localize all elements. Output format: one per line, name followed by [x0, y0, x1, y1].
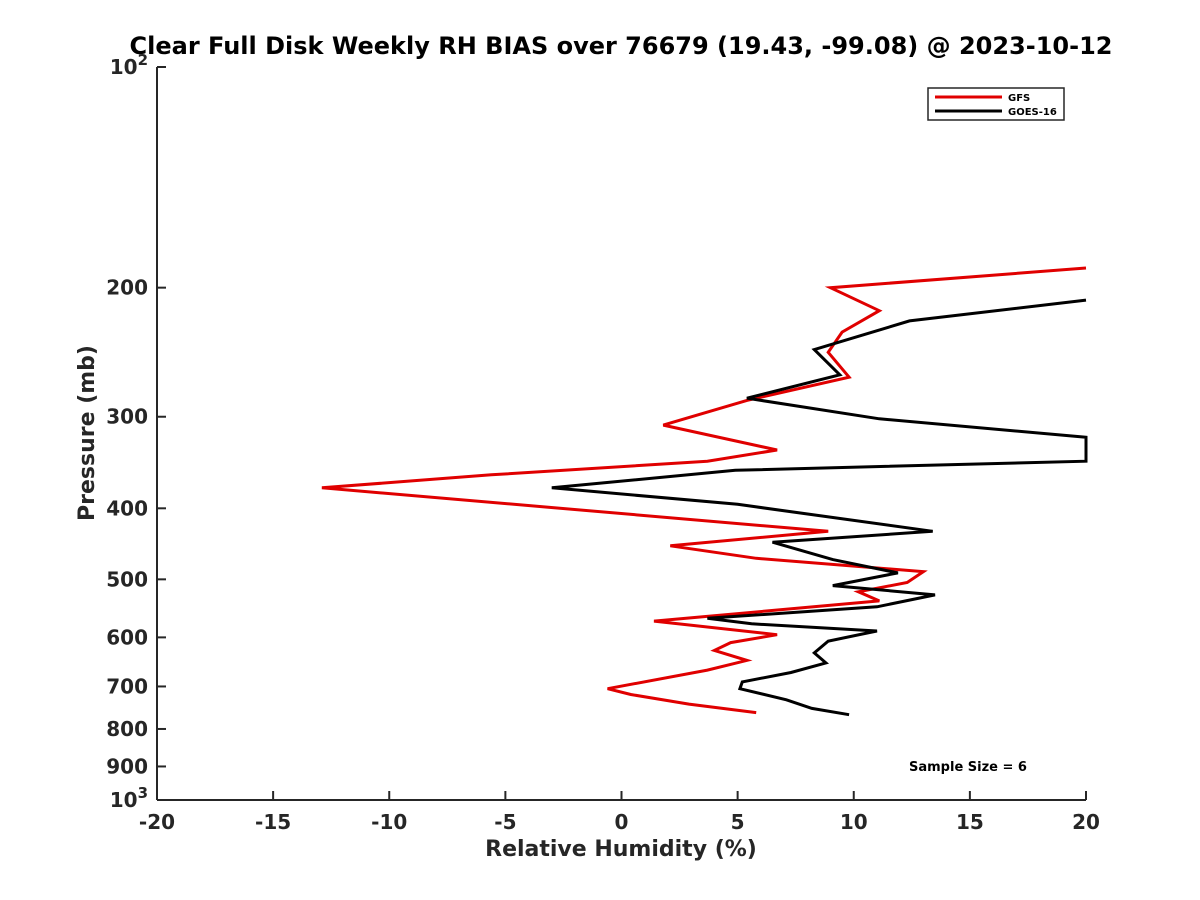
y-tick-label-bottom: 103	[110, 784, 148, 812]
y-tick-label: 700	[106, 674, 148, 698]
plot-axes	[156, 67, 1086, 801]
legend-label-goes16: GOES-16	[1008, 107, 1057, 118]
x-tick-label: -15	[255, 810, 291, 834]
x-tick-label: 5	[731, 810, 745, 834]
x-tick-label: 15	[956, 810, 984, 834]
y-axis-label: Pressure (mb)	[75, 345, 100, 521]
legend-box	[927, 87, 1065, 121]
legend: GFS GOES-16	[927, 87, 1065, 121]
y-tick-label: 300	[106, 405, 148, 429]
sample-size-annotation: Sample Size = 6	[909, 760, 1027, 775]
x-axis-label: Relative Humidity (%)	[485, 837, 757, 862]
y-tick-label: 500	[106, 567, 148, 591]
legend-label-gfs: GFS	[1008, 93, 1030, 104]
y-tick-label: 200	[106, 276, 148, 300]
chart-title: Clear Full Disk Weekly RH BIAS over 7667…	[130, 32, 1113, 60]
series-lines	[321, 266, 1088, 717]
series-line-goes16	[551, 298, 1088, 717]
x-tick-label: 10	[840, 810, 868, 834]
y-axis-ticks: 200 300 400 500 600 700 800 900 102 103	[106, 51, 166, 812]
y-tick-label-top: 102	[110, 51, 148, 79]
y-tick-label: 900	[106, 754, 148, 778]
x-tick-label: 0	[615, 810, 629, 834]
y-tick-label: 400	[106, 496, 148, 520]
x-tick-label: -20	[139, 810, 175, 834]
x-tick-label: -5	[494, 810, 516, 834]
y-tick-label: 800	[106, 717, 148, 741]
y-tick-label: 600	[106, 625, 148, 649]
series-line-gfs	[321, 266, 1087, 715]
x-tick-label: 20	[1072, 810, 1100, 834]
x-tick-label: -10	[371, 810, 407, 834]
x-axis-ticks: -20 -15 -10 -5 0 5 10 15 20	[139, 791, 1100, 834]
